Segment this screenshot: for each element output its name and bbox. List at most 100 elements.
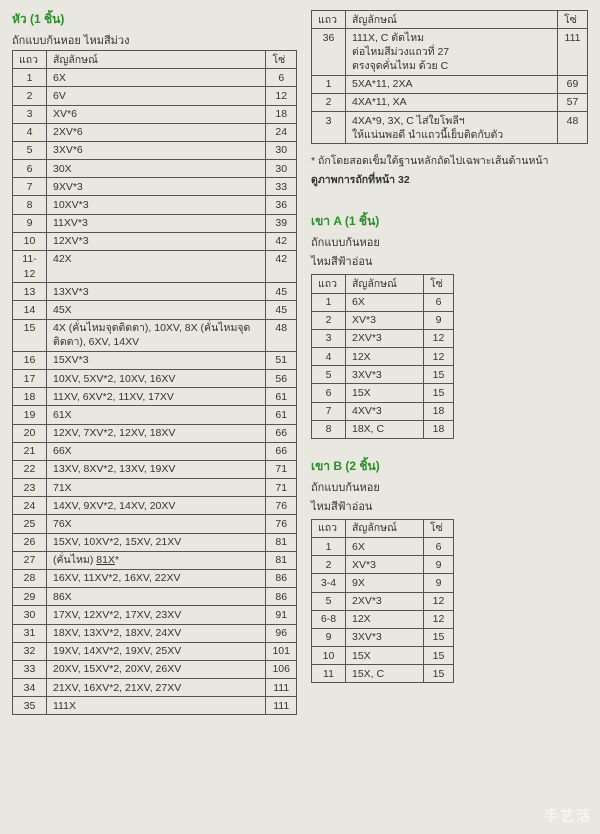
table-cell: 4X (คั่นไหมจุดติดตา), 10XV, 8X (คั่นไหมจ…	[47, 319, 266, 351]
table-header: แถว	[312, 519, 346, 537]
table-cell: 18	[266, 105, 297, 123]
table-cell: 61X	[47, 406, 266, 424]
table-row: 2XV*39	[312, 556, 454, 574]
note-asterisk: * ถักโดยสอดเข็มใต้ฐานหลักถัดไปเฉพาะเส้นด…	[311, 152, 588, 169]
leg-a-title: เขา A (1 ชิ้น)	[311, 212, 588, 231]
table-cell: 39	[266, 214, 297, 232]
leg-b-table: แถวสัญลักษณ์โซ่16X62XV*393-49X952XV*3126…	[311, 519, 454, 684]
table-cell: 106	[266, 660, 297, 678]
table-cell: 12XV, 7XV*2, 12XV, 18XV	[47, 424, 266, 442]
table-cell: 16XV, 11XV*2, 16XV, 22XV	[47, 569, 266, 587]
table-cell: 6-8	[312, 610, 346, 628]
table-cell: 3-4	[312, 574, 346, 592]
table-cell: 111X, C ตัดไหมต่อไหมสีม่วงแถวที่ 27ตรงจุ…	[346, 29, 558, 76]
table-cell: 5	[13, 141, 47, 159]
table-cell: 10	[13, 232, 47, 250]
table-row: 615X15	[312, 384, 454, 402]
table-row: 3219XV, 14XV*2, 19XV, 25XV101	[13, 642, 297, 660]
table-cell: 76	[266, 515, 297, 533]
table-cell: 18X, C	[346, 420, 424, 438]
table-cell: 1	[312, 75, 346, 93]
table-cell: 111	[266, 679, 297, 697]
table-cell: 30X	[47, 160, 266, 178]
table-cell: 15	[424, 665, 454, 683]
table-cell: 66X	[47, 442, 266, 460]
table-cell: 6	[266, 69, 297, 87]
table-cell: 71	[266, 460, 297, 478]
table-cell: 15X	[346, 384, 424, 402]
table-header: โซ่	[266, 51, 297, 69]
table-cell: 15X, C	[346, 665, 424, 683]
table-cell: 16	[13, 351, 47, 369]
table-header: โซ่	[424, 519, 454, 537]
table-cell: 15	[424, 384, 454, 402]
table-cell: 11XV, 6XV*2, 11XV, 17XV	[47, 388, 266, 406]
main-title: หัว (1 ชิ้น)	[12, 10, 297, 29]
table-cell: 22	[13, 460, 47, 478]
table-cell: 9	[424, 556, 454, 574]
table-row: 1445X45	[13, 301, 297, 319]
table-cell: 81	[266, 533, 297, 551]
table-row: 11-1242X42	[13, 250, 297, 282]
table-cell: 17XV, 12XV*2, 17XV, 23XV	[47, 606, 266, 624]
table-header: แถว	[13, 51, 47, 69]
table-row: 26V12	[13, 87, 297, 105]
table-cell: 12	[424, 592, 454, 610]
table-cell: 96	[266, 624, 297, 642]
table-cell: 51	[266, 351, 297, 369]
table-cell: 42X	[47, 250, 266, 282]
table-cell: 34	[13, 679, 47, 697]
table-cell: 42	[266, 250, 297, 282]
table-cell: 1	[13, 69, 47, 87]
table-cell: 9XV*3	[47, 178, 266, 196]
table-cell: 5	[312, 592, 346, 610]
table-row: 1961X61	[13, 406, 297, 424]
table-cell: 76	[266, 497, 297, 515]
table-cell: 11-12	[13, 250, 47, 282]
table-row: 3-49X9	[312, 574, 454, 592]
table-row: 2986X86	[13, 588, 297, 606]
table-cell: 86	[266, 588, 297, 606]
table-cell: 111X	[47, 697, 266, 715]
table-cell: 6X	[346, 538, 424, 556]
table-cell: 25	[13, 515, 47, 533]
table-cell: 45	[266, 283, 297, 301]
table-cell: 4XA*11, XA	[346, 93, 558, 111]
table-cell: 2XV*6	[47, 123, 266, 141]
table-row: 810XV*336	[13, 196, 297, 214]
table-cell: 86	[266, 569, 297, 587]
table-cell: 6	[424, 293, 454, 311]
table-cell: 14XV, 9XV*2, 14XV, 20XV	[47, 497, 266, 515]
table-cell: 5	[312, 366, 346, 384]
table-cell: 15X	[346, 647, 424, 665]
table-row: 412X12	[312, 348, 454, 366]
table-row: 1313XV*345	[13, 283, 297, 301]
table-cell: 24	[13, 497, 47, 515]
table-cell: 12	[266, 87, 297, 105]
table-cell: 6X	[47, 69, 266, 87]
table-cell: 1	[312, 293, 346, 311]
table-row: 630X30	[13, 160, 297, 178]
table-cell: 30	[266, 141, 297, 159]
table-cell: 5XA*11, 2XA	[346, 75, 558, 93]
leg-a-sub2: ไหมสีฟ้าอ่อน	[311, 252, 588, 270]
table-cell: 15	[424, 647, 454, 665]
table-cell: 69	[558, 75, 588, 93]
main-table: แถวสัญลักษณ์โซ่16X626V123XV*61842XV*6245…	[12, 50, 297, 715]
table-row: 1811XV, 6XV*2, 11XV, 17XV61	[13, 388, 297, 406]
table-row: 2414XV, 9XV*2, 14XV, 20XV76	[13, 497, 297, 515]
top-right-table: แถวสัญลักษณ์โซ่36111X, C ตัดไหมต่อไหมสีม…	[311, 10, 588, 144]
table-cell: 6V	[47, 87, 266, 105]
table-header: สัญลักษณ์	[346, 275, 424, 293]
table-cell: 15	[424, 366, 454, 384]
table-row: 2371X71	[13, 479, 297, 497]
table-cell: 42	[266, 232, 297, 250]
table-row: 3118XV, 13XV*2, 18XV, 24XV96	[13, 624, 297, 642]
table-cell: 18	[424, 402, 454, 420]
table-row: 2166X66	[13, 442, 297, 460]
table-cell: 12	[424, 329, 454, 347]
table-cell: 66	[266, 424, 297, 442]
table-row: 24XA*11, XA57	[312, 93, 588, 111]
table-row: 79XV*333	[13, 178, 297, 196]
table-cell: 3XV*6	[47, 141, 266, 159]
